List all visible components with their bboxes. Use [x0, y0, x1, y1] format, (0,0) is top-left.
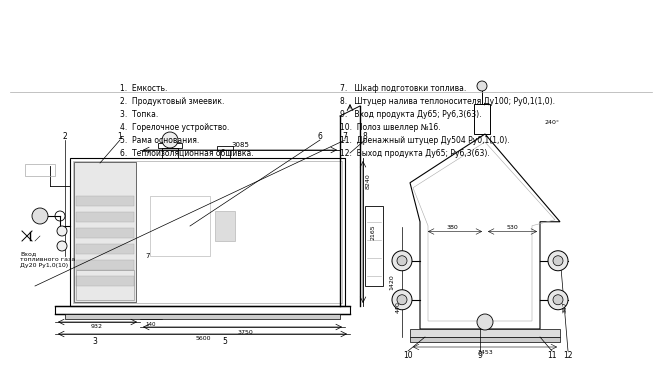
- Circle shape: [553, 295, 563, 305]
- Text: 7: 7: [342, 132, 348, 141]
- Text: 12: 12: [563, 350, 573, 359]
- Bar: [73, 161, 342, 303]
- Text: 2: 2: [63, 132, 68, 141]
- Text: 1: 1: [118, 132, 122, 141]
- Text: 3750: 3750: [237, 329, 253, 334]
- Circle shape: [477, 314, 493, 330]
- Text: 2165: 2165: [371, 224, 375, 240]
- Text: 12.  Выход продукта Ду65; Ру6,3(63).: 12. Выход продукта Ду65; Ру6,3(63).: [340, 149, 490, 158]
- Bar: [55, 306, 350, 314]
- Circle shape: [57, 241, 67, 251]
- Text: Вход
топливного газа
Ду20 Ру1,0(10): Вход топливного газа Ду20 Ру1,0(10): [20, 251, 75, 268]
- Text: 11: 11: [547, 350, 557, 359]
- Circle shape: [57, 226, 67, 236]
- Circle shape: [548, 290, 568, 310]
- Text: 9: 9: [477, 350, 483, 359]
- Text: 7: 7: [146, 253, 150, 259]
- Bar: [76, 260, 134, 270]
- Bar: [76, 276, 134, 286]
- Bar: [74, 162, 136, 302]
- Text: 1420: 1420: [389, 274, 395, 290]
- Bar: [217, 146, 233, 150]
- Text: 5.  Рама основания.: 5. Рама основания.: [120, 136, 199, 145]
- Text: 240°: 240°: [545, 120, 559, 125]
- Text: 530: 530: [506, 225, 518, 230]
- Text: 8: 8: [363, 132, 367, 141]
- Text: 9.   Вход продукта Ду65; Ру6,3(63).: 9. Вход продукта Ду65; Ру6,3(63).: [340, 110, 481, 119]
- Circle shape: [553, 256, 563, 266]
- Text: 357: 357: [563, 301, 567, 313]
- Text: 11.  Дренажный штуцер Ду504 Ру0,1(1,0).: 11. Дренажный штуцер Ду504 Ру0,1(1,0).: [340, 136, 510, 145]
- Text: 440: 440: [395, 301, 401, 313]
- Bar: [70, 158, 345, 306]
- Text: 6: 6: [318, 132, 322, 141]
- Bar: [76, 244, 134, 254]
- Circle shape: [392, 251, 412, 271]
- Bar: [410, 329, 560, 337]
- Text: 3.  Топка.: 3. Топка.: [120, 110, 158, 119]
- Text: 380: 380: [447, 225, 458, 230]
- Text: 5600: 5600: [195, 337, 211, 341]
- Bar: [215, 211, 235, 241]
- Bar: [410, 337, 560, 342]
- Circle shape: [397, 295, 407, 305]
- Text: 3085: 3085: [231, 142, 249, 148]
- Bar: [25, 164, 55, 176]
- Text: 4.  Горелочное устройство.: 4. Горелочное устройство.: [120, 123, 229, 132]
- Circle shape: [477, 81, 487, 91]
- Circle shape: [392, 290, 412, 310]
- Text: 8240: 8240: [365, 173, 371, 189]
- Text: 10.  Полоз швеллер №16.: 10. Полоз швеллер №16.: [340, 123, 441, 132]
- Text: 140: 140: [146, 322, 156, 327]
- Circle shape: [162, 132, 178, 148]
- Circle shape: [32, 208, 48, 224]
- Text: 3: 3: [93, 337, 97, 346]
- Bar: [220, 150, 230, 158]
- Text: 6.  Теплоизоляционная обшивка.: 6. Теплоизоляционная обшивка.: [120, 149, 254, 158]
- Text: 5: 5: [222, 337, 228, 346]
- Text: 1.  Емкость.: 1. Емкость.: [120, 84, 167, 93]
- Text: 10: 10: [403, 350, 413, 359]
- Text: 932: 932: [91, 325, 103, 329]
- Bar: [474, 104, 490, 134]
- Bar: [76, 270, 134, 300]
- Text: 7.   Шкаф подготовки топлива.: 7. Шкаф подготовки топлива.: [340, 84, 466, 93]
- Text: 8.   Штуцер налива теплоносителя Ду100; Ру0,1(1,0).: 8. Штуцер налива теплоносителя Ду100; Ру…: [340, 97, 555, 106]
- Bar: [158, 143, 182, 148]
- Circle shape: [548, 251, 568, 271]
- Text: 2.  Продуктовый змеевик.: 2. Продуктовый змеевик.: [120, 97, 224, 106]
- Bar: [365, 206, 383, 286]
- Bar: [76, 228, 134, 238]
- Bar: [162, 148, 178, 158]
- Bar: [76, 196, 134, 206]
- Bar: [150, 196, 210, 256]
- Text: 1453: 1453: [477, 349, 493, 355]
- Circle shape: [397, 256, 407, 266]
- Bar: [76, 212, 134, 222]
- Bar: [65, 314, 340, 319]
